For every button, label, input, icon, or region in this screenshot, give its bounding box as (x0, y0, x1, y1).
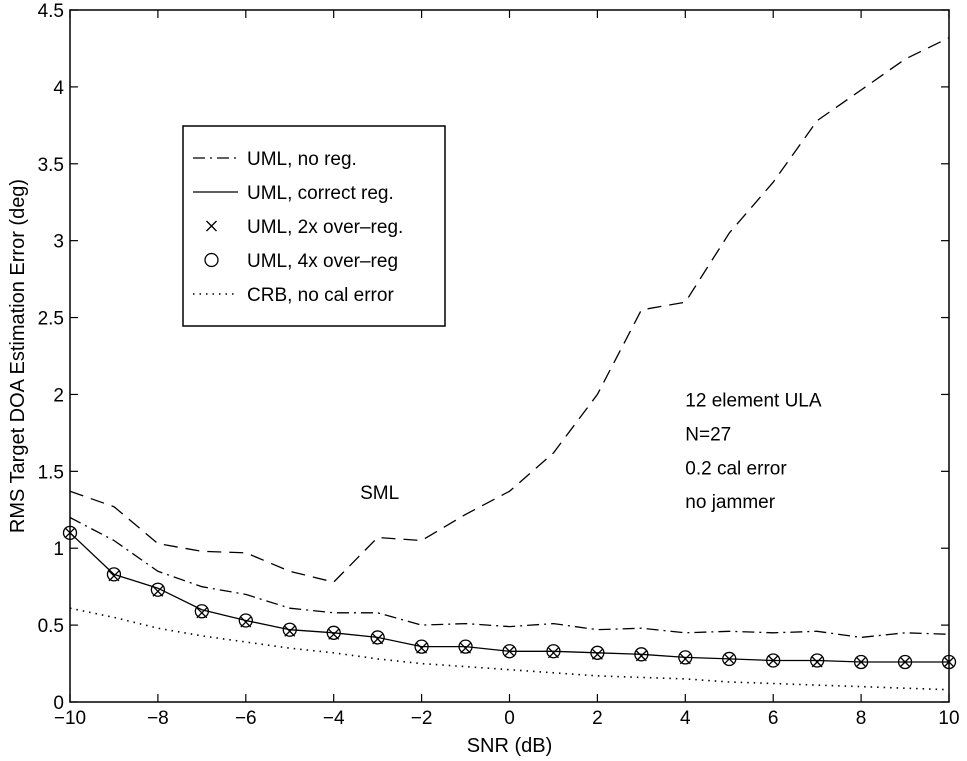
annotation-text: 12 element ULA (685, 391, 822, 412)
legend-o-marker (204, 252, 219, 268)
point-o-marker (326, 625, 341, 640)
series-2 (64, 527, 955, 668)
point-o-marker (546, 644, 561, 659)
annotation-text: 0.2 cal error (685, 458, 787, 479)
legend-entry: UML, 4x over–reg (204, 251, 398, 272)
point-o-marker (634, 647, 649, 662)
x-tick-label: −10 (54, 708, 86, 729)
point-o-marker (106, 567, 122, 582)
x-tick-label: −8 (147, 708, 169, 729)
series-line (69, 37, 950, 583)
legend-entry: UML, 2x over–reg. (206, 217, 403, 238)
point-o-marker (722, 651, 737, 667)
series-line (69, 532, 949, 663)
ticks-layer (69, 9, 950, 703)
legend-entry: UML, no reg. (193, 149, 357, 170)
y-tick-label: 0 (53, 693, 64, 714)
point-o-marker (458, 639, 473, 654)
legend-label: CRB, no cal error (247, 285, 394, 306)
y-tick-label: 3.5 (38, 155, 64, 176)
labels-layer: −10 −8 −6 −4 −2 0 2 4 6 8 10 0 0.5 1 1.5 2 2.5 3 3.5 4 4.5 SN… (7, 1, 960, 757)
point-x-marker (723, 653, 735, 665)
x-tick-label: −6 (235, 708, 257, 729)
point-x-marker (855, 656, 867, 668)
y-tick-label: 1.5 (38, 462, 64, 483)
x-tick-label: 8 (856, 708, 867, 729)
point-o-marker (853, 654, 869, 670)
point-o-marker (810, 653, 825, 668)
series-layer (62, 37, 957, 691)
legend-box (182, 125, 446, 327)
x-tick-label: −4 (323, 708, 345, 729)
y-axis-label: RMS Target DOA Estimation Error (deg) (7, 179, 29, 533)
series-3 (62, 525, 957, 670)
series-line (69, 607, 950, 691)
point-x-marker (767, 655, 779, 666)
x-tick-label: 4 (680, 708, 691, 729)
x-tick-label: 6 (768, 708, 779, 729)
y-tick-label: 4 (53, 78, 64, 99)
x-axis-label: SNR (dB) (467, 735, 553, 757)
point-o-marker (194, 604, 210, 619)
y-tick-label: 3 (53, 232, 64, 253)
y-tick-label: 4.5 (38, 1, 64, 22)
point-o-marker (590, 645, 605, 660)
point-x-marker (504, 645, 515, 657)
x-tick-label: 0 (504, 708, 515, 729)
legend-label: UML, 2x over–reg. (247, 217, 403, 238)
point-o-marker (766, 653, 781, 668)
legend-entry: CRB, no cal error (193, 285, 394, 306)
legend-label: UML, correct reg. (247, 183, 394, 204)
legend: UML, no reg. UML, correct reg. UML, 2x ove… (182, 125, 446, 327)
series-5 (69, 37, 950, 583)
series-1 (69, 532, 949, 663)
series-line (69, 516, 950, 639)
point-o-marker (238, 613, 253, 628)
annotation-text: N=27 (685, 425, 731, 446)
x-tick-label: −2 (411, 708, 433, 729)
point-o-marker (150, 582, 166, 597)
y-tick-label: 2.5 (38, 309, 64, 330)
point-o-marker (370, 630, 385, 645)
annotation-text: SML (360, 483, 399, 504)
y-tick-label: 2 (53, 385, 64, 406)
point-o-marker (502, 644, 517, 659)
annotation-text: no jammer (685, 492, 775, 513)
legend-label: UML, no reg. (247, 149, 357, 170)
legend-x-marker (206, 220, 217, 232)
point-x-marker (899, 656, 911, 668)
point-o-marker (897, 654, 913, 670)
y-tick-label: 1 (53, 539, 64, 560)
point-o-marker (678, 650, 693, 665)
plot-frame (69, 9, 950, 703)
annotations-layer: SML 12 element ULA N=27 0.2 cal error no jam… (360, 391, 822, 513)
legend-label: UML, 4x over–reg (247, 251, 398, 272)
x-tick-label: 2 (592, 708, 603, 729)
y-tick-label: 0.5 (38, 616, 64, 637)
x-tick-label: 10 (938, 708, 959, 729)
series-0 (69, 516, 950, 639)
point-o-marker (414, 639, 429, 654)
legend-entry: UML, correct reg. (193, 183, 394, 204)
series-4 (69, 607, 950, 691)
point-o-marker (282, 622, 297, 637)
